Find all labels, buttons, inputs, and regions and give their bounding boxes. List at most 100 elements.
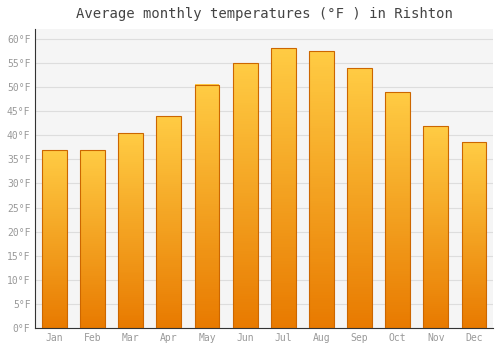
Bar — [309, 303, 334, 306]
Bar — [347, 102, 372, 104]
Bar — [347, 117, 372, 120]
Bar — [42, 226, 67, 228]
Bar — [80, 310, 105, 312]
Bar — [309, 164, 334, 167]
Bar — [42, 267, 67, 269]
Bar — [156, 254, 181, 256]
Bar — [462, 181, 486, 183]
Bar — [156, 303, 181, 305]
Bar — [271, 312, 295, 314]
Bar — [462, 168, 486, 170]
Bar — [271, 323, 295, 326]
Bar — [271, 104, 295, 107]
Bar — [42, 210, 67, 212]
Bar — [80, 255, 105, 257]
Bar — [194, 141, 220, 143]
Bar — [42, 243, 67, 244]
Bar — [194, 109, 220, 111]
Bar — [271, 197, 295, 199]
Bar — [271, 118, 295, 121]
Bar — [194, 102, 220, 104]
Bar — [80, 284, 105, 285]
Bar — [424, 190, 448, 192]
Bar — [386, 141, 410, 144]
Bar — [462, 323, 486, 324]
Bar — [386, 92, 410, 328]
Bar — [424, 188, 448, 190]
Bar — [271, 88, 295, 90]
Bar — [42, 248, 67, 250]
Bar — [386, 132, 410, 134]
Bar — [232, 71, 258, 74]
Bar — [386, 146, 410, 148]
Bar — [309, 62, 334, 65]
Bar — [347, 289, 372, 292]
Bar — [386, 136, 410, 139]
Bar — [347, 120, 372, 122]
Bar — [42, 276, 67, 278]
Bar — [347, 99, 372, 101]
Bar — [424, 184, 448, 186]
Bar — [156, 137, 181, 139]
Bar — [309, 317, 334, 320]
Bar — [271, 320, 295, 323]
Bar — [309, 167, 334, 170]
Bar — [309, 148, 334, 150]
Bar — [194, 206, 220, 209]
Bar — [462, 222, 486, 224]
Bar — [156, 154, 181, 156]
Bar — [80, 203, 105, 205]
Bar — [80, 298, 105, 300]
Bar — [232, 270, 258, 272]
Bar — [156, 131, 181, 133]
Bar — [386, 165, 410, 167]
Bar — [80, 301, 105, 303]
Bar — [42, 296, 67, 298]
Bar — [462, 154, 486, 155]
Bar — [271, 141, 295, 144]
Bar — [42, 194, 67, 196]
Bar — [347, 141, 372, 143]
Bar — [194, 292, 220, 294]
Bar — [386, 163, 410, 165]
Bar — [42, 301, 67, 303]
Bar — [271, 219, 295, 222]
Bar — [118, 242, 143, 244]
Bar — [194, 170, 220, 172]
Bar — [424, 278, 448, 280]
Bar — [80, 168, 105, 169]
Bar — [156, 262, 181, 265]
Bar — [386, 295, 410, 298]
Bar — [194, 180, 220, 182]
Bar — [309, 323, 334, 326]
Bar — [156, 199, 181, 201]
Bar — [42, 241, 67, 243]
Bar — [42, 183, 67, 186]
Bar — [424, 142, 448, 144]
Bar — [42, 246, 67, 248]
Bar — [309, 78, 334, 81]
Bar — [42, 186, 67, 187]
Bar — [194, 94, 220, 97]
Bar — [309, 273, 334, 275]
Bar — [462, 202, 486, 204]
Bar — [309, 162, 334, 164]
Bar — [80, 285, 105, 287]
Bar — [80, 171, 105, 173]
Bar — [232, 81, 258, 84]
Bar — [271, 258, 295, 261]
Bar — [232, 142, 258, 145]
Bar — [156, 239, 181, 241]
Bar — [462, 300, 486, 302]
Bar — [309, 90, 334, 92]
Bar — [118, 320, 143, 322]
Bar — [156, 320, 181, 322]
Bar — [80, 266, 105, 267]
Bar — [309, 314, 334, 317]
Bar — [42, 280, 67, 282]
Bar — [386, 111, 410, 113]
Bar — [232, 275, 258, 278]
Bar — [118, 205, 143, 207]
Bar — [347, 169, 372, 172]
Bar — [194, 158, 220, 160]
